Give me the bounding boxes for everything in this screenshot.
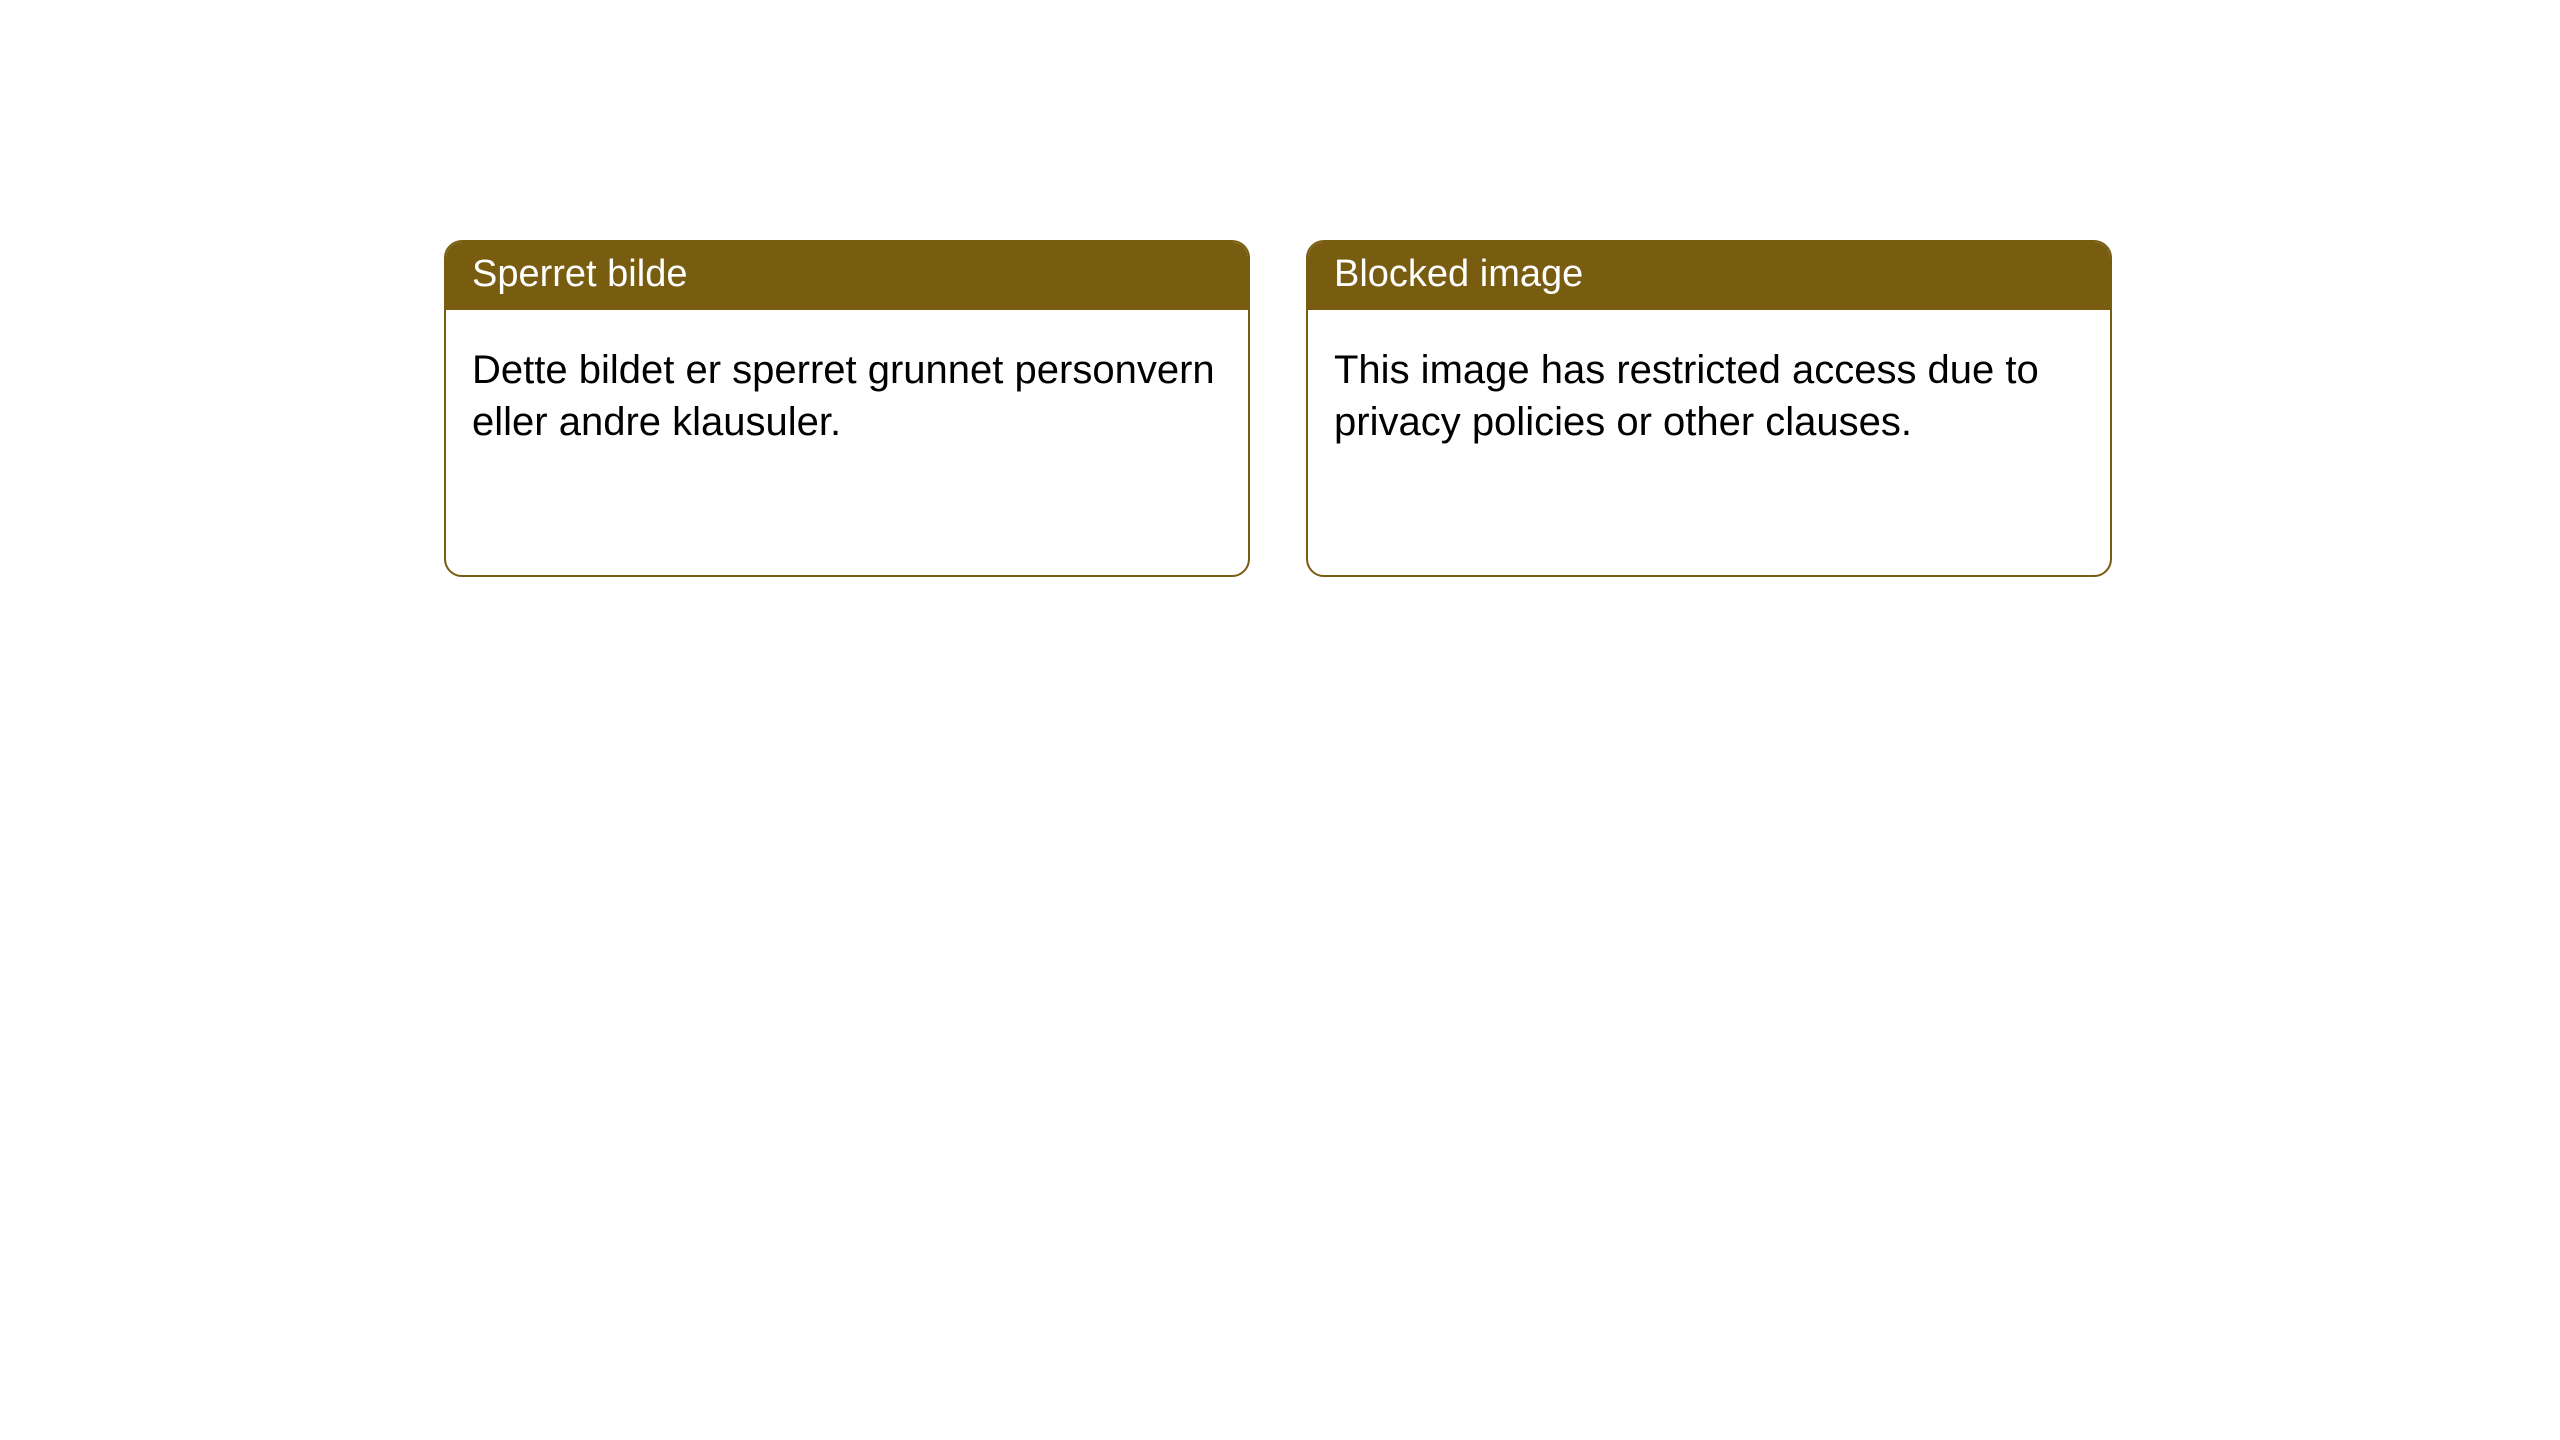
notice-header: Sperret bilde: [446, 242, 1248, 310]
notice-body: Dette bildet er sperret grunnet personve…: [446, 310, 1248, 482]
notice-header: Blocked image: [1308, 242, 2110, 310]
notice-card-norwegian: Sperret bilde Dette bildet er sperret gr…: [444, 240, 1250, 577]
notice-container: Sperret bilde Dette bildet er sperret gr…: [0, 0, 2560, 577]
notice-body: This image has restricted access due to …: [1308, 310, 2110, 482]
notice-card-english: Blocked image This image has restricted …: [1306, 240, 2112, 577]
